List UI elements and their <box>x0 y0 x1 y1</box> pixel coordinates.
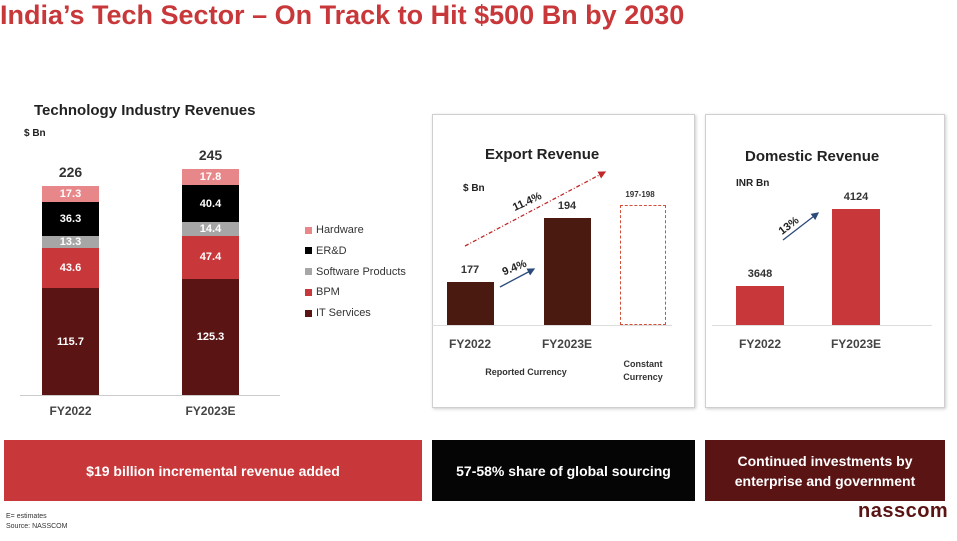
stacked-segment: 17.3 <box>42 186 99 203</box>
legend-item: ER&D <box>305 245 347 257</box>
footnote-source: Source: NASSCOM <box>6 523 68 530</box>
domestic-growth-arrow <box>782 212 820 241</box>
x-tick-label: FY2022 <box>738 337 782 351</box>
constant-currency-value: 197-198 <box>625 189 655 199</box>
legend-swatch <box>305 268 312 276</box>
domestic-bar <box>736 286 784 325</box>
total-label: 226 <box>58 164 83 181</box>
reported-currency-label: Reported Currency <box>485 367 567 377</box>
band-global-sourcing: 57-58% share of global sourcing <box>432 440 695 501</box>
domestic-unit: INR Bn <box>736 178 770 189</box>
x-tick-label: FY2023E <box>541 337 593 351</box>
domestic-value-label: 4124 <box>843 191 869 203</box>
domestic-value-label: 3648 <box>747 268 773 280</box>
legend-label: Hardware <box>316 224 364 236</box>
domestic-bar <box>832 209 880 325</box>
stacked-segment: 115.7 <box>42 288 99 395</box>
footnote-estimates: E= estimates <box>6 513 47 520</box>
legend-label: BPM <box>316 286 340 299</box>
axis-line <box>712 325 932 326</box>
export-panel <box>432 114 695 408</box>
export-value-label: 177 <box>460 264 480 277</box>
page-title: India’s Tech Sector – On Track to Hit $5… <box>0 0 685 30</box>
domestic-title: Domestic Revenue <box>745 148 880 165</box>
export-title: Export Revenue <box>485 146 600 163</box>
legend-swatch <box>305 309 312 317</box>
axis-line <box>432 325 672 326</box>
band-investments: Continued investments by enterprise and … <box>705 440 945 501</box>
stacked-segment: 17.8 <box>182 168 239 185</box>
domestic-panel <box>705 114 945 408</box>
revenues-chart-title: Technology Industry Revenues <box>34 102 256 119</box>
legend-swatch <box>305 247 312 255</box>
revenues-unit: $ Bn <box>24 128 46 139</box>
legend-item: Software Products <box>305 266 406 278</box>
export-value-label: 194 <box>557 200 577 212</box>
stacked-segment: 125.3 <box>182 279 239 395</box>
stacked-segment: 40.4 <box>182 185 239 223</box>
export-growth-arrow <box>499 268 536 288</box>
stacked-segment: 36.3 <box>42 202 99 236</box>
legend-swatch <box>305 226 312 234</box>
legend-item: Hardware <box>305 224 364 236</box>
axis-line <box>20 395 280 396</box>
total-label: 245 <box>198 146 223 163</box>
band-incremental-revenue: $19 billion incremental revenue added <box>4 440 422 501</box>
legend-label: IT Services <box>316 307 371 320</box>
export-bar <box>447 282 494 325</box>
constant-currency-label: Constant Currency <box>623 359 663 382</box>
stacked-segment: 43.6 <box>42 247 99 289</box>
constant-currency-bar <box>620 204 666 325</box>
legend-item: BPM <box>305 286 340 298</box>
stacked-segment: 14.4 <box>182 222 239 236</box>
legend-swatch <box>305 288 312 296</box>
export-unit: $ Bn <box>463 183 485 194</box>
x-tick-label: FY2023E <box>830 337 882 351</box>
x-tick-label: FY2022 <box>448 337 492 351</box>
x-tick-label: FY2023E <box>185 404 236 418</box>
stacked-segment: 47.4 <box>182 235 239 280</box>
export-bar <box>544 218 591 325</box>
legend-label: Software Products <box>316 265 406 278</box>
stacked-segment: 13.3 <box>42 235 99 248</box>
legend-item: IT Services <box>305 307 371 319</box>
nasscom-logo: nasscom <box>858 500 949 522</box>
legend-label: ER&D <box>316 244 347 257</box>
x-tick-label: FY2022 <box>49 404 92 418</box>
